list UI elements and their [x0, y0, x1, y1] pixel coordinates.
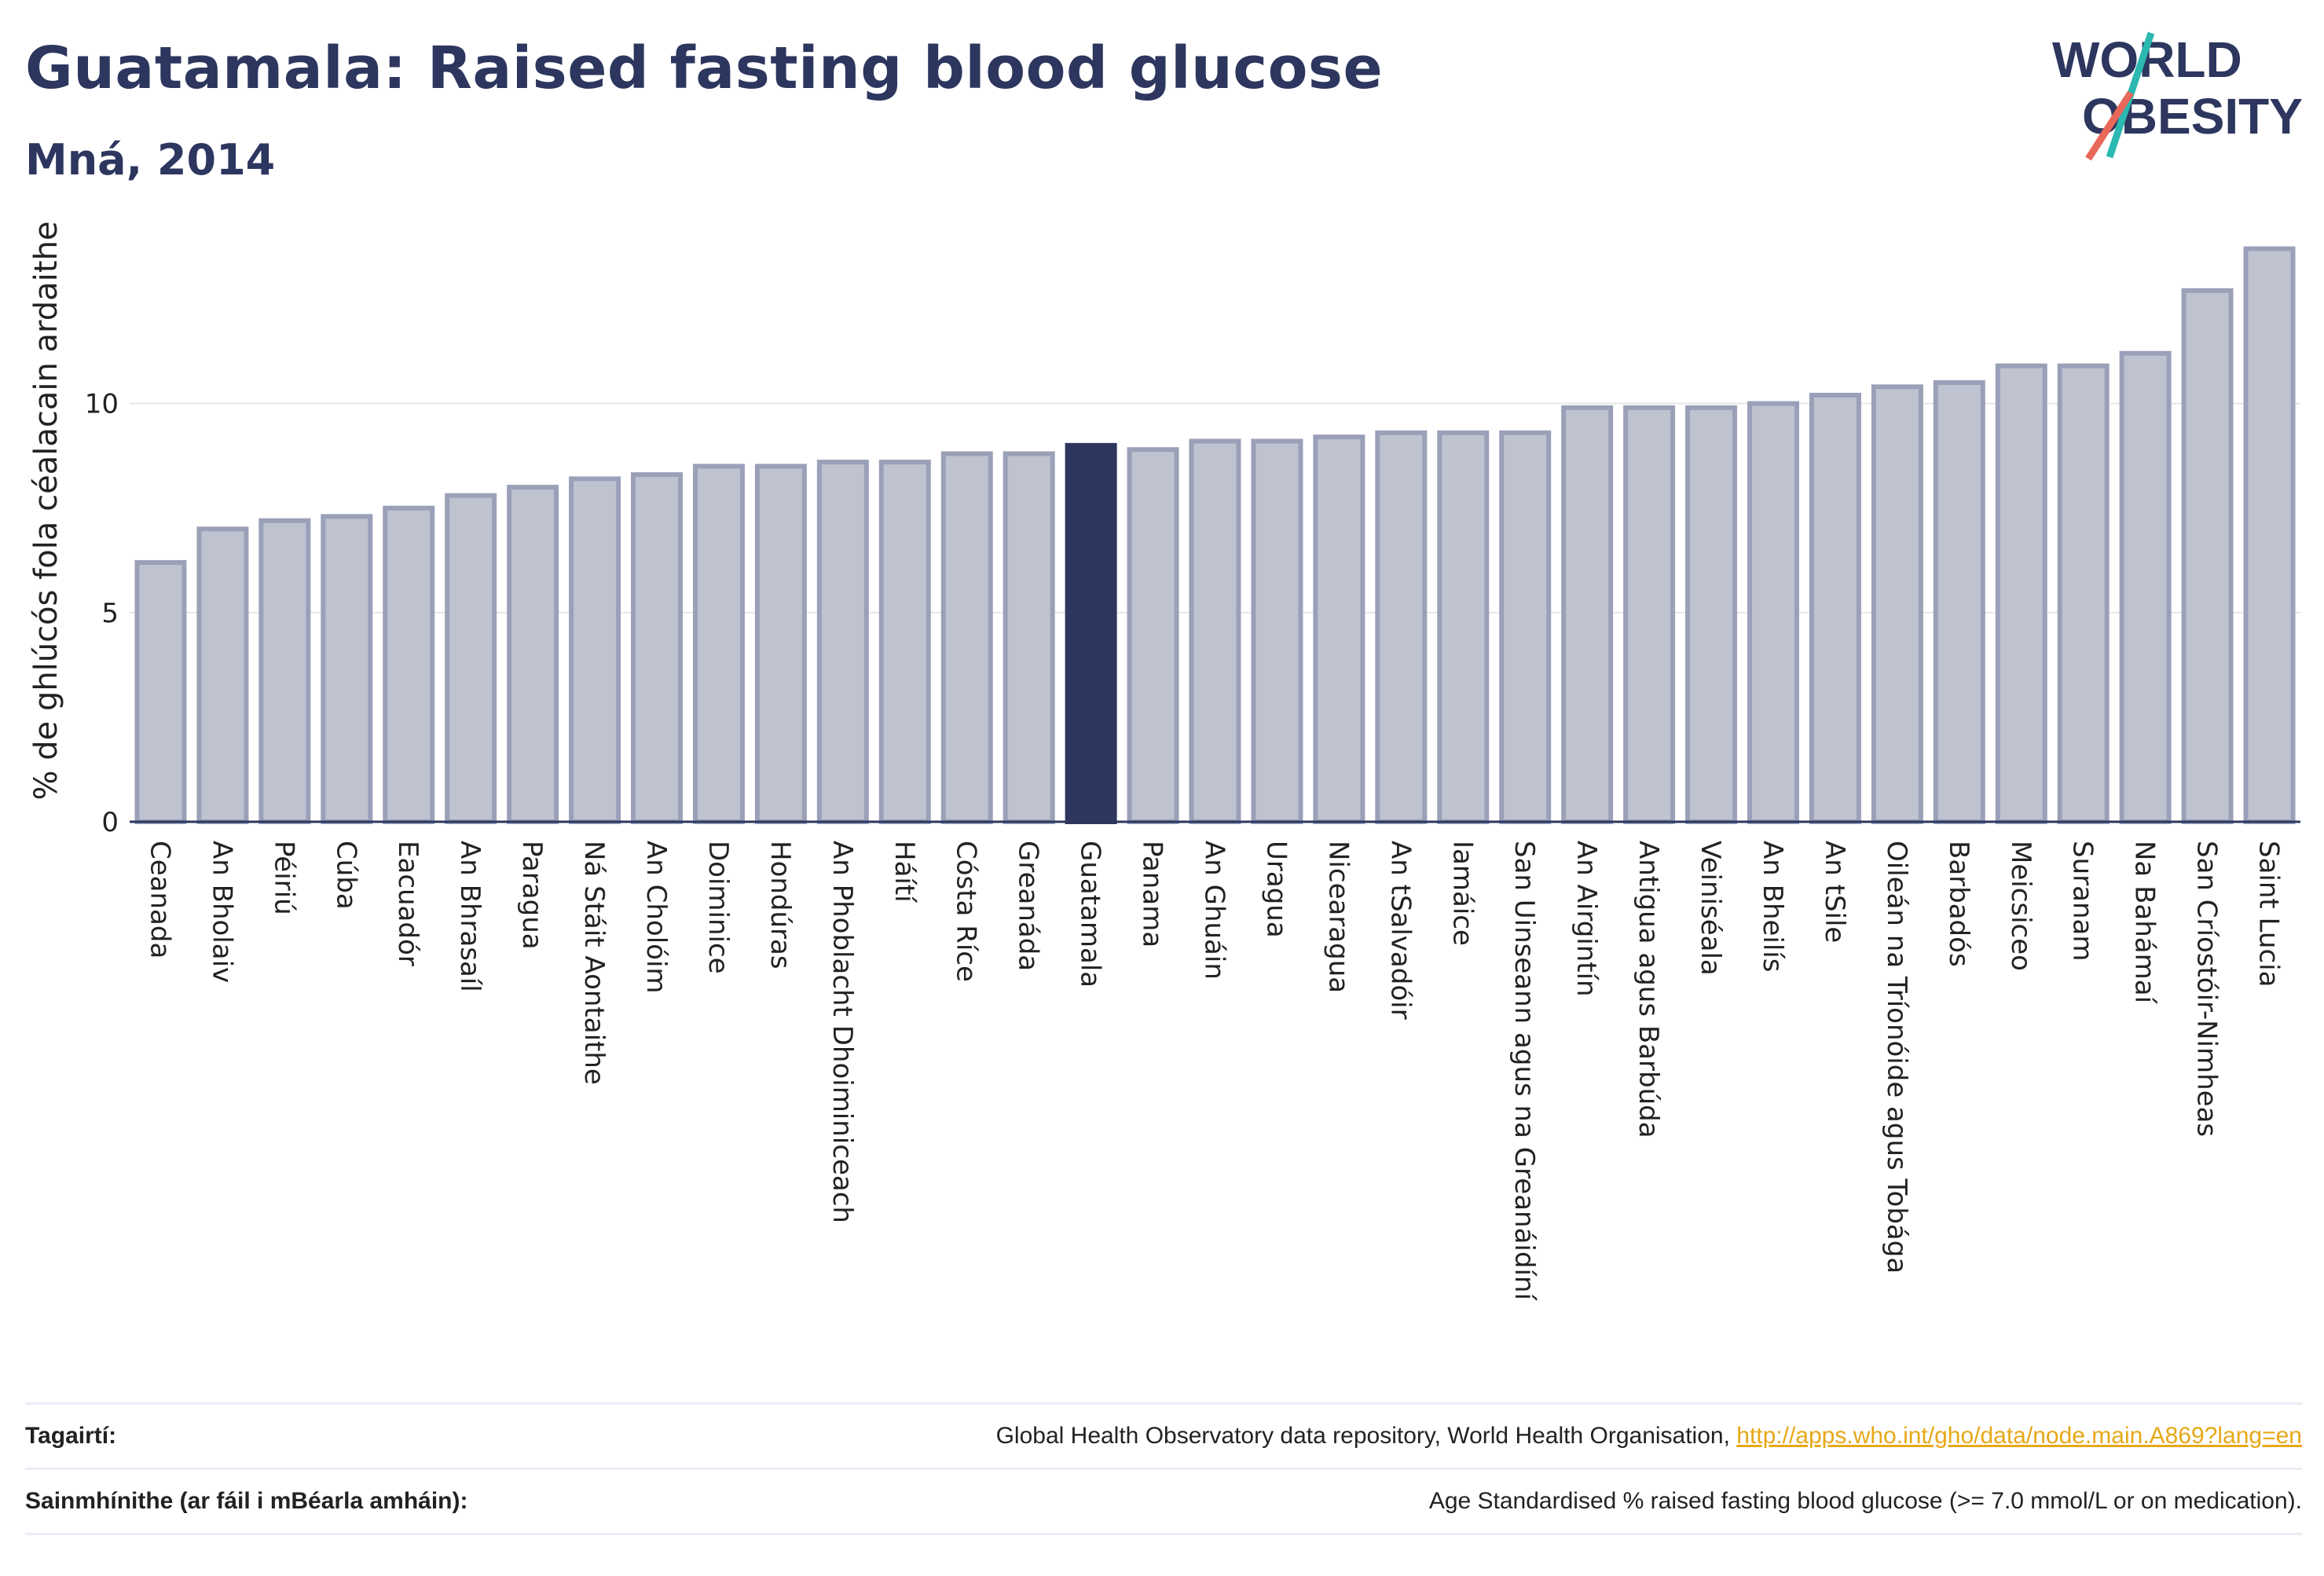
x-tick-label: An Bheilís: [1757, 841, 1788, 972]
x-tick-label: Cósta Ríce: [951, 841, 982, 982]
x-tick-label: An Cholóim: [640, 841, 672, 994]
axes: 0 5 10: [85, 389, 2300, 838]
bar-ceanada[interactable]: [134, 559, 187, 824]
sources-link[interactable]: http://apps.who.int/gho/data/node.main.A…: [1736, 1423, 2302, 1449]
x-tick-label: Péiriú: [268, 841, 299, 915]
x-tick-label: Na Bahámaí: [2129, 841, 2161, 1005]
bar-an-phoblacht-dhoiminiceach[interactable]: [816, 460, 869, 825]
category-labels: Ceanada An Bholaiv Péiriú Cúba Eacuadór An Bh…: [144, 841, 2284, 1301]
bar-an-tsalvad-ir[interactable]: [1375, 430, 1428, 824]
x-tick-label: Suranam: [2067, 841, 2099, 961]
bar-h-t-[interactable]: [878, 460, 931, 825]
definitions-text: Age Standardised % raised fasting blood …: [1428, 1488, 2302, 1514]
bar-antigua-agus-barb-da[interactable]: [1623, 405, 1676, 824]
bar-n-st-it-aontaithe[interactable]: [569, 476, 621, 825]
references-definitions-row: Sainmhínithe (ar fáil i mBéarla amháin):…: [25, 1468, 2302, 1535]
x-tick-label: Paragua: [516, 841, 548, 950]
x-tick-label: An Ghuáin: [1199, 841, 1230, 980]
bar-barbad-s[interactable]: [1933, 379, 1985, 824]
x-tick-label: An tSile: [1819, 841, 1850, 943]
x-tick-label: Guatamala: [1075, 841, 1106, 988]
references-sources-row: Tagairtí: Global Health Observatory data…: [25, 1402, 2302, 1468]
world-obesity-logo: WORLD OBESITY: [2052, 31, 2303, 161]
x-tick-label: San Uinseann agus na Greanáidíní: [1508, 841, 1540, 1301]
x-tick-label: Doiminice: [702, 841, 734, 974]
x-tick-label: An Bhrasaíl: [454, 841, 486, 992]
x-tick-label: Nicearagua: [1322, 841, 1354, 993]
bar-san-cr-ost-ir-nimheas[interactable]: [2181, 288, 2234, 825]
bar-an-bheil-s[interactable]: [1747, 401, 1799, 824]
x-tick-label: San Críostóir-Nimheas: [2191, 841, 2223, 1137]
bar-saint-lucia[interactable]: [2243, 246, 2296, 825]
bar-p-iri-[interactable]: [258, 518, 311, 825]
bar-paragua[interactable]: [507, 485, 559, 825]
bar-iam-ice[interactable]: [1437, 430, 1490, 824]
x-tick-label: Ceanada: [144, 841, 175, 958]
bar-an-bhrasa-l[interactable]: [445, 493, 497, 825]
x-tick-label: Háítí: [889, 841, 920, 903]
bar-veinis-ala[interactable]: [1685, 405, 1738, 824]
references-table: Tagairtí: Global Health Observatory data…: [25, 1402, 2302, 1535]
sources-value: Global Health Observatory data repositor…: [996, 1423, 2302, 1450]
x-tick-label: Saint Lucia: [2253, 841, 2285, 987]
bar-c-sta-r-ce[interactable]: [940, 451, 993, 825]
bar-oile-n-na-tr-on-ide-agus-tob-ga[interactable]: [1871, 384, 1923, 824]
y-axis-title: % de ghlúcós fola céalacain ardaithe: [28, 222, 64, 801]
bar-guatamala[interactable]: [1065, 442, 1117, 825]
x-tick-label: Ná Stáit Aontaithe: [578, 841, 610, 1085]
x-tick-label: Hondúras: [764, 841, 796, 969]
x-tick-label: An Phoblacht Dhoiminiceach: [827, 841, 858, 1223]
x-tick-label: Cúba: [330, 841, 361, 910]
y-tick-label: 0: [101, 807, 119, 838]
bar-an-chol-im[interactable]: [631, 472, 684, 824]
bar-an-airgint-n[interactable]: [1561, 405, 1614, 824]
bar-uragua[interactable]: [1251, 438, 1303, 824]
sources-text: Global Health Observatory data repositor…: [995, 1423, 1737, 1449]
x-tick-label: Antigua agus Barbúda: [1633, 841, 1664, 1138]
x-tick-label: An tSalvadóir: [1384, 841, 1416, 1020]
x-tick-label: Iamáice: [1446, 841, 1478, 946]
bar-chart: 0 5 10 Ceanada An Bholaiv Péiriú Cúba Eacuadór…: [28, 222, 2300, 1301]
y-tick-label: 5: [101, 598, 119, 629]
x-tick-label: An Bholaiv: [206, 841, 237, 983]
logo-slash-coral: [2085, 90, 2134, 161]
x-tick-label: Meicsiceo: [2005, 841, 2036, 971]
chart-subtitle: Mná, 2014: [25, 135, 276, 185]
bar-san-uinseann-agus-na-grean-id-n-[interactable]: [1499, 430, 1552, 824]
x-tick-label: Veiniséala: [1695, 841, 1726, 976]
bar-an-tsile[interactable]: [1809, 392, 1861, 824]
bar-eacuad-r[interactable]: [383, 505, 435, 824]
chart-title: Guatamala: Raised fasting blood glucose: [25, 35, 1384, 102]
sources-label: Tagairtí:: [25, 1423, 117, 1449]
x-tick-label: An Airgintín: [1571, 841, 1602, 997]
y-tick-label: 10: [85, 389, 119, 420]
bar-hond-ras[interactable]: [754, 464, 807, 824]
x-tick-label: Oileán na Tríonóide agus Tobága: [1881, 841, 1912, 1274]
bar-c-ba[interactable]: [321, 514, 373, 824]
x-tick-label: Barbadós: [1943, 841, 1974, 967]
bar-an-ghu-in[interactable]: [1189, 438, 1241, 824]
bar-nicearagua[interactable]: [1313, 434, 1365, 825]
bar-na-bah-ma-[interactable]: [2119, 350, 2172, 824]
x-tick-label: Greanáda: [1013, 841, 1044, 971]
bar-meicsiceo[interactable]: [1995, 363, 2047, 825]
x-tick-label: Eacuadór: [392, 841, 423, 966]
bar-an-bholaiv[interactable]: [196, 526, 249, 824]
bars: [134, 246, 2296, 825]
bar-suranam[interactable]: [2057, 363, 2110, 825]
bar-doiminice[interactable]: [692, 464, 745, 824]
bar-panama[interactable]: [1127, 447, 1179, 824]
x-tick-label: Uragua: [1260, 841, 1292, 938]
bar-grean-da[interactable]: [1003, 451, 1055, 825]
x-tick-label: Panama: [1137, 841, 1168, 947]
definitions-label: Sainmhínithe (ar fáil i mBéarla amháin):: [25, 1488, 468, 1514]
